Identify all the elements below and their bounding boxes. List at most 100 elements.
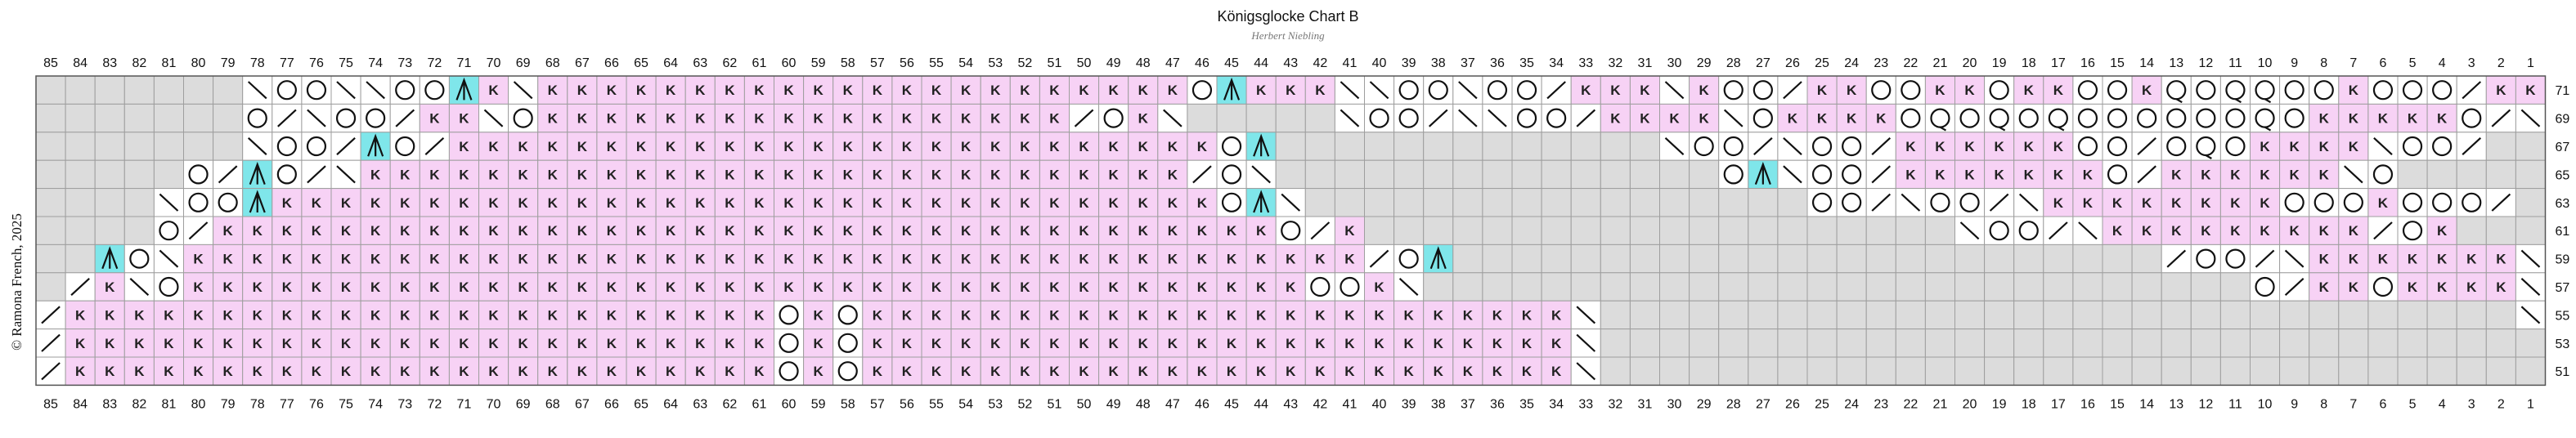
right-decrease-symbol (2049, 221, 2068, 240)
yarn-over-symbol (1221, 136, 1242, 157)
knit-symbol: K (488, 195, 499, 211)
column-label-top: 14 (2139, 56, 2154, 70)
knit-symbol: K (429, 167, 440, 182)
knit-symbol: K (1168, 252, 1178, 267)
yarn-over-symbol (2077, 136, 2098, 157)
chart-cell (803, 103, 834, 133)
right-decrease-symbol (1871, 193, 1892, 212)
chart-cell (1482, 188, 1513, 217)
chart-cell (448, 159, 480, 190)
knit-symbol: K (725, 364, 735, 379)
yarn-over-symbol (2255, 276, 2275, 297)
chart-cell (2485, 132, 2516, 161)
yarn-over-symbol (159, 221, 179, 241)
knit-symbol: K (725, 336, 735, 351)
yarn-over-symbol (1103, 108, 1124, 128)
chart-cell (862, 159, 893, 190)
knit-symbol: K (1286, 83, 1296, 98)
yarn-over-symbol (513, 108, 533, 128)
chart-cell (419, 356, 450, 386)
chart-cell (1777, 216, 1808, 245)
chart-cell (2102, 272, 2133, 302)
knit-symbol: K (1669, 111, 1680, 127)
chart-cell (537, 356, 568, 386)
knit-symbol: K (725, 223, 735, 239)
chart-cell (684, 216, 716, 245)
column-label-bottom: 66 (604, 397, 619, 411)
column-label-top: 75 (339, 56, 353, 70)
column-label-top: 81 (162, 56, 177, 70)
right-decrease-symbol (41, 333, 61, 352)
chart-cell (1128, 159, 1159, 190)
knit-symbol: K (253, 223, 263, 239)
knit-symbol: K (223, 223, 234, 239)
knit-symbol: K (666, 223, 676, 239)
chart-cell (1334, 216, 1366, 245)
knit-symbol: K (1197, 195, 1208, 211)
chart-cell (2456, 356, 2487, 386)
chart-cell (596, 272, 627, 302)
chart-cell (35, 132, 66, 161)
chart-row: K K K K K K K K K K K K K K K K K K K K K K K K K K K K K K K K K K 69 (35, 103, 2569, 133)
knit-symbol: K (1640, 111, 1650, 127)
yarn-over-symbol (1811, 164, 1833, 185)
column-label-top: 1 (2527, 56, 2534, 70)
chart-cell (774, 272, 805, 302)
knit-symbol: K (2437, 252, 2448, 267)
knit-symbol: K (725, 83, 735, 98)
column-label-top: 11 (2228, 56, 2242, 70)
knit-symbol: K (1109, 307, 1120, 323)
knit-symbol: K (2496, 252, 2506, 267)
yarn-over-symbol (1752, 108, 1773, 128)
chart-cell (2161, 300, 2192, 330)
yarn-over-symbol (1369, 108, 1389, 128)
chart-cell (213, 159, 244, 190)
knit-symbol: K (2201, 195, 2211, 211)
chart-cell (714, 244, 745, 274)
chart-cell (2131, 356, 2162, 386)
yarn-over-symbol (2402, 192, 2423, 212)
chart-cell (1452, 159, 1483, 190)
column-label-bottom: 21 (1933, 397, 1948, 411)
chart-cell (1009, 300, 1040, 330)
chart-cell (1570, 216, 1601, 245)
knit-symbol: K (843, 279, 854, 295)
chart-cell (1541, 272, 1572, 302)
yarn-over-symbol (1428, 80, 1448, 101)
chart-cell (891, 356, 922, 386)
yarn-over-symbol (1487, 80, 1508, 101)
column-label-top: 66 (604, 56, 619, 70)
chart-cell (980, 328, 1011, 358)
chart-cell (389, 216, 420, 245)
column-label-bottom: 1 (2527, 397, 2534, 411)
knit-symbol: K (1256, 336, 1267, 351)
knit-symbol: K (843, 223, 854, 239)
yarn-over-symbol (2077, 80, 2098, 101)
chart-cell (1423, 216, 1454, 245)
knit-symbol: K (488, 167, 499, 182)
knit-symbol: K (990, 111, 1001, 127)
chart-subtitle: Herbert Niebling (1251, 29, 1325, 42)
column-label-bottom: 19 (1992, 397, 2007, 411)
chart-cell (1364, 132, 1395, 161)
chart-cell (743, 328, 775, 358)
row-label: 59 (2556, 253, 2570, 267)
knit-symbol: K (666, 167, 676, 182)
knit-symbol: K (2260, 195, 2270, 211)
column-label-top: 29 (1697, 56, 1712, 70)
double-decrease-symbol (249, 190, 266, 213)
yarn-over-symbol (395, 136, 415, 157)
column-label-bottom: 55 (929, 397, 944, 411)
knit-symbol: K (400, 167, 411, 182)
chart-cell (1984, 244, 2015, 274)
chart-cell (1452, 216, 1483, 245)
chart-cell (508, 244, 539, 274)
chart-cell (94, 103, 125, 133)
chart-cell (1039, 75, 1070, 105)
chart-cell (1600, 216, 1631, 245)
knit-symbol: K (1434, 307, 1444, 323)
chart-cell (2338, 356, 2369, 386)
chart-cell (448, 300, 480, 330)
chart-cell (2397, 356, 2428, 386)
column-label-top: 6 (2379, 56, 2386, 70)
